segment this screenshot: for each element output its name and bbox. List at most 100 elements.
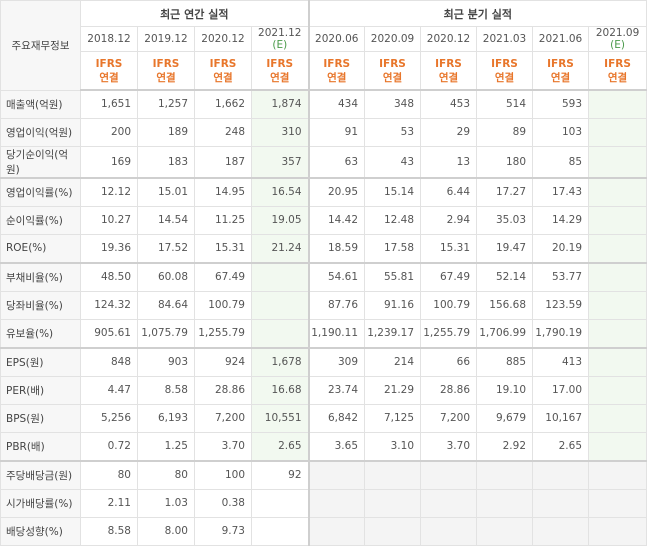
value-cell: 200 — [80, 117, 138, 147]
value-cell: 85 — [532, 145, 590, 179]
basis-cell: IFRS 연결 — [250, 51, 310, 91]
row-label: 영업이익률(%) — [0, 177, 81, 207]
value-cell: 17.27 — [476, 177, 534, 207]
value-cell: 19.36 — [80, 233, 138, 264]
basis-standard: IFRS — [491, 57, 518, 70]
empty-cell — [532, 460, 590, 490]
value-cell: 14.42 — [307, 205, 366, 235]
row-label: 시가배당률(%) — [0, 488, 81, 518]
value-cell: 67.49 — [420, 262, 478, 292]
value-cell: 180 — [476, 145, 534, 179]
value-cell: 1,662 — [194, 89, 252, 119]
period-date: 2020.06 — [315, 33, 359, 45]
value-cell: 6.44 — [420, 177, 478, 207]
row-label: 영업이익(억원) — [0, 117, 81, 147]
row-label: 배당성향(%) — [0, 516, 81, 546]
basis-cell: IFRS 연결 — [80, 51, 138, 91]
empty-cell — [476, 488, 534, 518]
data-row: 주당배당금(원) 80 80 100 92 — [0, 460, 648, 490]
value-cell: 0.38 — [194, 488, 252, 518]
value-cell: 10,551 — [250, 403, 310, 433]
period-date: 2021.09 — [595, 27, 640, 39]
data-row: EPS(원) 848 903 924 1,678 309 214 66 885 413 — [0, 347, 648, 377]
value-cell: 15.14 — [364, 177, 422, 207]
value-cell: 60.08 — [137, 262, 195, 292]
row-label: 주당배당금(원) — [0, 460, 81, 490]
period-date: 2019.12 — [144, 33, 188, 45]
row-label: PBR(배) — [0, 431, 81, 462]
value-cell: 67.49 — [194, 262, 252, 292]
value-cell: 17.52 — [137, 233, 195, 264]
empty-cell — [307, 488, 366, 518]
value-cell: 14.29 — [532, 205, 590, 235]
estimate-mark: (E) — [610, 39, 625, 51]
basis-standard: IFRS — [435, 57, 462, 70]
data-row: PER(배) 4.47 8.58 28.86 16.68 23.74 21.29 28.86 1… — [0, 375, 648, 405]
value-cell: 1,257 — [137, 89, 195, 119]
value-cell: 87.76 — [307, 290, 366, 320]
basis-standard: IFRS — [547, 57, 574, 70]
value-cell: 21.24 — [250, 233, 310, 264]
basis-scope: 연결 — [99, 71, 119, 84]
row-label: 유보율(%) — [0, 318, 81, 349]
value-cell: 91 — [307, 117, 366, 147]
value-cell: 183 — [137, 145, 195, 179]
value-cell: 8.58 — [80, 516, 138, 546]
value-cell: 1,651 — [80, 89, 138, 119]
empty-cell — [364, 460, 422, 490]
value-cell: 20.19 — [532, 233, 590, 264]
value-cell: 29 — [420, 117, 478, 147]
value-cell: 3.65 — [307, 431, 366, 462]
value-cell: 89 — [476, 117, 534, 147]
header-row: 2018.12 2019.12 2020.12 2021.12 (E) 2020.06 2… — [1, 26, 648, 52]
period-date: 2020.12 — [201, 33, 245, 45]
value-cell: 84.64 — [137, 290, 195, 320]
period-date: 2020.09 — [370, 33, 415, 45]
basis-scope: 연결 — [270, 71, 290, 84]
value-cell: 12.48 — [364, 205, 422, 235]
value-cell: 11.25 — [194, 205, 252, 235]
value-cell: 1,190.11 — [307, 318, 366, 349]
value-cell: 885 — [476, 347, 534, 377]
value-cell: 43 — [364, 145, 422, 179]
value-cell: 66 — [420, 347, 478, 377]
value-cell: 9,679 — [476, 403, 534, 433]
empty-cell — [476, 516, 534, 546]
empty-cell — [250, 290, 310, 320]
empty-cell — [588, 403, 648, 433]
value-cell: 63 — [307, 145, 366, 179]
value-cell: 10.27 — [80, 205, 138, 235]
value-cell: 248 — [194, 117, 252, 147]
value-cell: 3.70 — [194, 431, 252, 462]
value-cell: 10,167 — [532, 403, 590, 433]
value-cell: 100.79 — [420, 290, 478, 320]
value-cell: 7,125 — [364, 403, 422, 433]
value-cell: 4.47 — [80, 375, 138, 405]
empty-cell — [588, 205, 648, 235]
value-cell: 19.05 — [250, 205, 310, 235]
value-cell: 187 — [194, 145, 252, 179]
data-row: 유보율(%) 905.61 1,075.79 1,255.79 1,190.11 1,23… — [0, 318, 648, 349]
value-cell: 2.65 — [250, 431, 310, 462]
data-row: 배당성향(%) 8.58 8.00 9.73 — [0, 516, 648, 546]
estimate-mark: (E) — [272, 39, 288, 51]
empty-cell — [588, 460, 648, 490]
data-row: 당기순이익(억원) 169 183 187 357 63 43 13 180 85 — [0, 145, 648, 179]
value-cell: 1,255.79 — [194, 318, 252, 349]
table-header: 주요재무정보 최근 연간 실적 최근 분기 실적 2018.12 2019.12 2020… — [0, 0, 648, 91]
value-cell: 17.43 — [532, 177, 590, 207]
value-cell: 514 — [476, 89, 534, 119]
empty-cell — [476, 460, 534, 490]
group-title: 최근 연간 실적 — [79, 0, 310, 27]
value-cell: 123.59 — [532, 290, 590, 320]
value-cell: 905.61 — [80, 318, 138, 349]
value-cell: 12.12 — [80, 177, 138, 207]
value-cell: 21.29 — [364, 375, 422, 405]
basis-scope: 연결 — [156, 71, 176, 84]
basis-scope: 연결 — [550, 71, 571, 84]
period-cell: 2021.09 (E) — [588, 26, 648, 52]
empty-cell — [588, 262, 648, 292]
empty-cell — [588, 233, 648, 264]
value-cell: 80 — [80, 460, 138, 490]
data-row: 시가배당률(%) 2.11 1.03 0.38 — [0, 488, 648, 518]
